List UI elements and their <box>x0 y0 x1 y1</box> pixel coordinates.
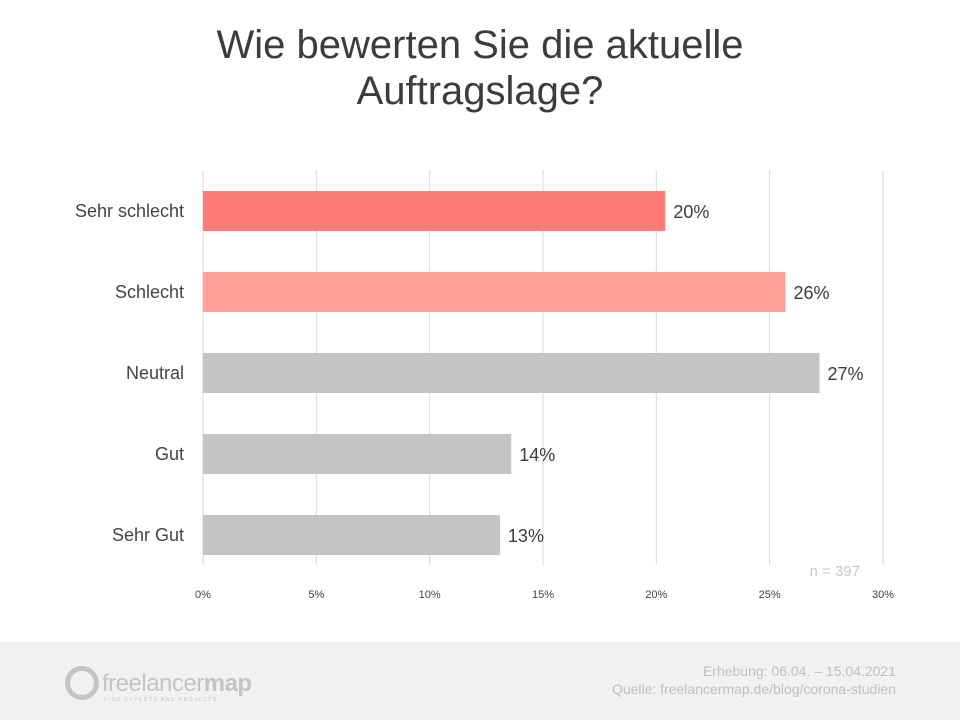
x-tick-label: 20% <box>645 589 667 601</box>
bar <box>203 353 820 393</box>
bar <box>203 515 500 555</box>
data-label: 20% <box>673 202 709 222</box>
survey-period: Erhebung: 06.04. – 15.04.2021 <box>702 663 896 679</box>
data-label: 27% <box>828 364 864 384</box>
x-tick-label: 10% <box>419 589 441 601</box>
footer: freelancermap FIND EXPERTS AND PROJECTS … <box>0 642 960 720</box>
category-label: Schlecht <box>115 282 184 302</box>
chart-title: Wie bewerten Sie die aktuelle Auftragsla… <box>0 22 960 114</box>
source-info: Erhebung: 06.04. – 15.04.2021 Quelle: fr… <box>612 662 896 698</box>
category-label: Sehr Gut <box>112 525 184 545</box>
x-tick-labels: 0% 5% 10% 15% 20% 25% 30% <box>195 589 894 601</box>
source-link: Quelle: freelancermap.de/blog/corona-stu… <box>611 681 896 697</box>
title-line-1: Wie bewerten Sie die aktuelle <box>216 23 744 67</box>
logo-wordmark: freelancermap <box>102 670 252 698</box>
category-label: Neutral <box>126 363 184 383</box>
bar <box>203 434 512 474</box>
bar <box>203 272 786 312</box>
logo-tagline: FIND EXPERTS AND PROJECTS <box>104 697 218 703</box>
category-labels: Sehr schlecht Schlecht Neutral Gut Sehr Gut <box>75 201 184 545</box>
data-label: 26% <box>794 283 830 303</box>
x-tick-label: 15% <box>532 589 554 601</box>
title-line-2: Auftragslage? <box>356 69 604 113</box>
category-label: Sehr schlecht <box>75 201 184 221</box>
logo-text-light: freelancer <box>102 670 204 697</box>
x-tick-label: 25% <box>759 589 781 601</box>
sample-size-annotation: n = 397 <box>810 563 860 580</box>
data-label: 14% <box>519 445 555 465</box>
freelancermap-logo[interactable]: freelancermap FIND EXPERTS AND PROJECTS <box>62 664 262 704</box>
logo-text-bold: map <box>203 670 252 697</box>
logo-globe-icon <box>65 666 99 700</box>
data-labels: 20% 26% 27% 14% 13% <box>508 202 864 546</box>
data-label: 13% <box>508 526 544 546</box>
bar <box>203 191 666 231</box>
x-tick-label: 5% <box>308 589 324 601</box>
bars <box>203 191 820 555</box>
x-tick-label: 30% <box>872 589 894 601</box>
category-label: Gut <box>155 444 184 464</box>
x-tick-label: 0% <box>195 589 211 601</box>
